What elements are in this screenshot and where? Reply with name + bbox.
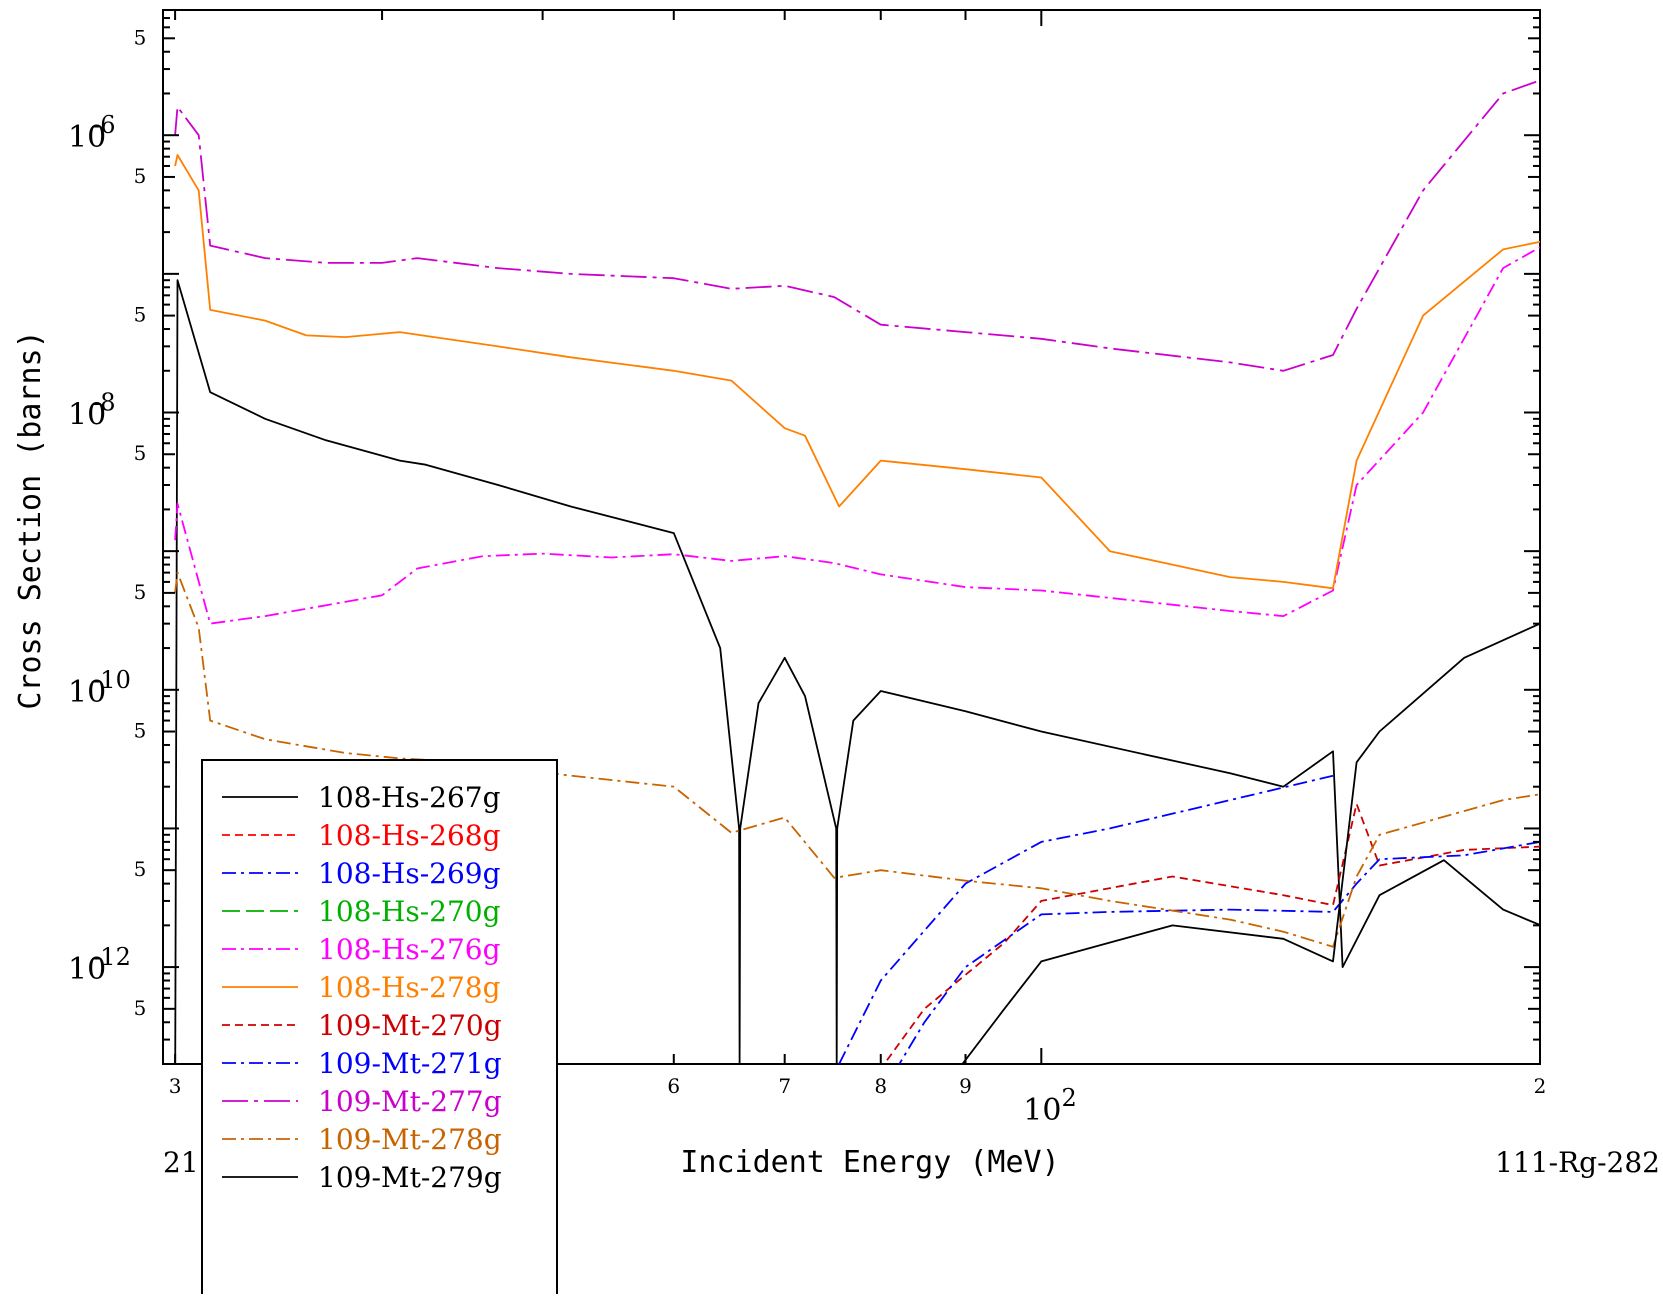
series-line-109-Mt-271g: [898, 841, 1540, 1064]
series-layer: [174, 79, 1540, 1064]
legend-label: 109-Mt-271g: [318, 1047, 502, 1080]
footer-left-label: 21: [163, 1146, 199, 1179]
plot-area: [162, 9, 1541, 1065]
x-tick-label: 9: [959, 1074, 972, 1098]
x-tick-label: 3: [169, 1074, 182, 1098]
y-decade-label: 10-8: [68, 389, 116, 433]
x-tick-label: 6: [667, 1074, 680, 1098]
footer-right-label: 111-Rg-282: [1495, 1146, 1660, 1179]
y-decade-label: 10-10: [68, 666, 131, 710]
x-decade-label: 102: [1023, 1084, 1076, 1128]
legend: 108-Hs-267g 108-Hs-268g 108-Hs-269g 108-Hs-…: [201, 759, 558, 1299]
y-tick-label: 5: [134, 857, 147, 881]
x-tick-label: 7: [778, 1074, 791, 1098]
legend-label: 109-Mt-277g: [318, 1085, 502, 1118]
y-tick-label: 5: [134, 996, 147, 1020]
legend-box: [201, 759, 558, 1299]
series-line-108-Hs-276g: [174, 246, 1540, 625]
y-tick-label: 5: [134, 303, 147, 327]
legend-label: 109-Mt-270g: [318, 1009, 502, 1042]
tick-layer: [163, 9, 1541, 1065]
series-line-109-Mt-279g: [961, 622, 1540, 1064]
y-tick-label: 5: [134, 25, 147, 49]
label-layer: 5555555510-610-810-1010-1234567892102Inc…: [13, 25, 1660, 1180]
x-tick-label: 8: [874, 1074, 887, 1098]
legend-label: 109-Mt-278g: [318, 1123, 502, 1156]
legend-label: 108-Hs-276g: [318, 933, 501, 966]
x-tick-label: 2: [1534, 1074, 1547, 1098]
series-line-108-Hs-267g: [174, 279, 1540, 1064]
y-tick-label: 5: [134, 580, 147, 604]
series-line-108-Hs-278g: [174, 154, 1540, 590]
y-tick-label: 5: [134, 164, 147, 188]
series-line-108-Hs-269g: [838, 774, 1334, 1064]
plot-frame: [162, 9, 1541, 1065]
y-decade-label: 10-12: [68, 943, 131, 987]
y-tick-label: 5: [134, 441, 147, 465]
legend-label: 108-Hs-278g: [318, 971, 501, 1004]
x-axis-title: Incident Energy (MeV): [680, 1145, 1059, 1180]
legend-label: 108-Hs-270g: [318, 895, 501, 928]
legend-label: 108-Hs-269g: [318, 857, 501, 890]
y-axis-title: Cross Section (barns): [13, 330, 48, 709]
legend-label: 108-Hs-267g: [318, 781, 501, 814]
legend-label: 109-Mt-279g: [318, 1161, 502, 1194]
series-line-109-Mt-270g: [883, 803, 1540, 1064]
series-line-109-Mt-277g: [174, 79, 1540, 372]
legend-label: 108-Hs-268g: [318, 819, 501, 852]
series-line-109-Mt-278g: [174, 571, 1540, 948]
y-tick-label: 5: [134, 719, 147, 743]
y-decade-label: 10-6: [68, 111, 116, 155]
